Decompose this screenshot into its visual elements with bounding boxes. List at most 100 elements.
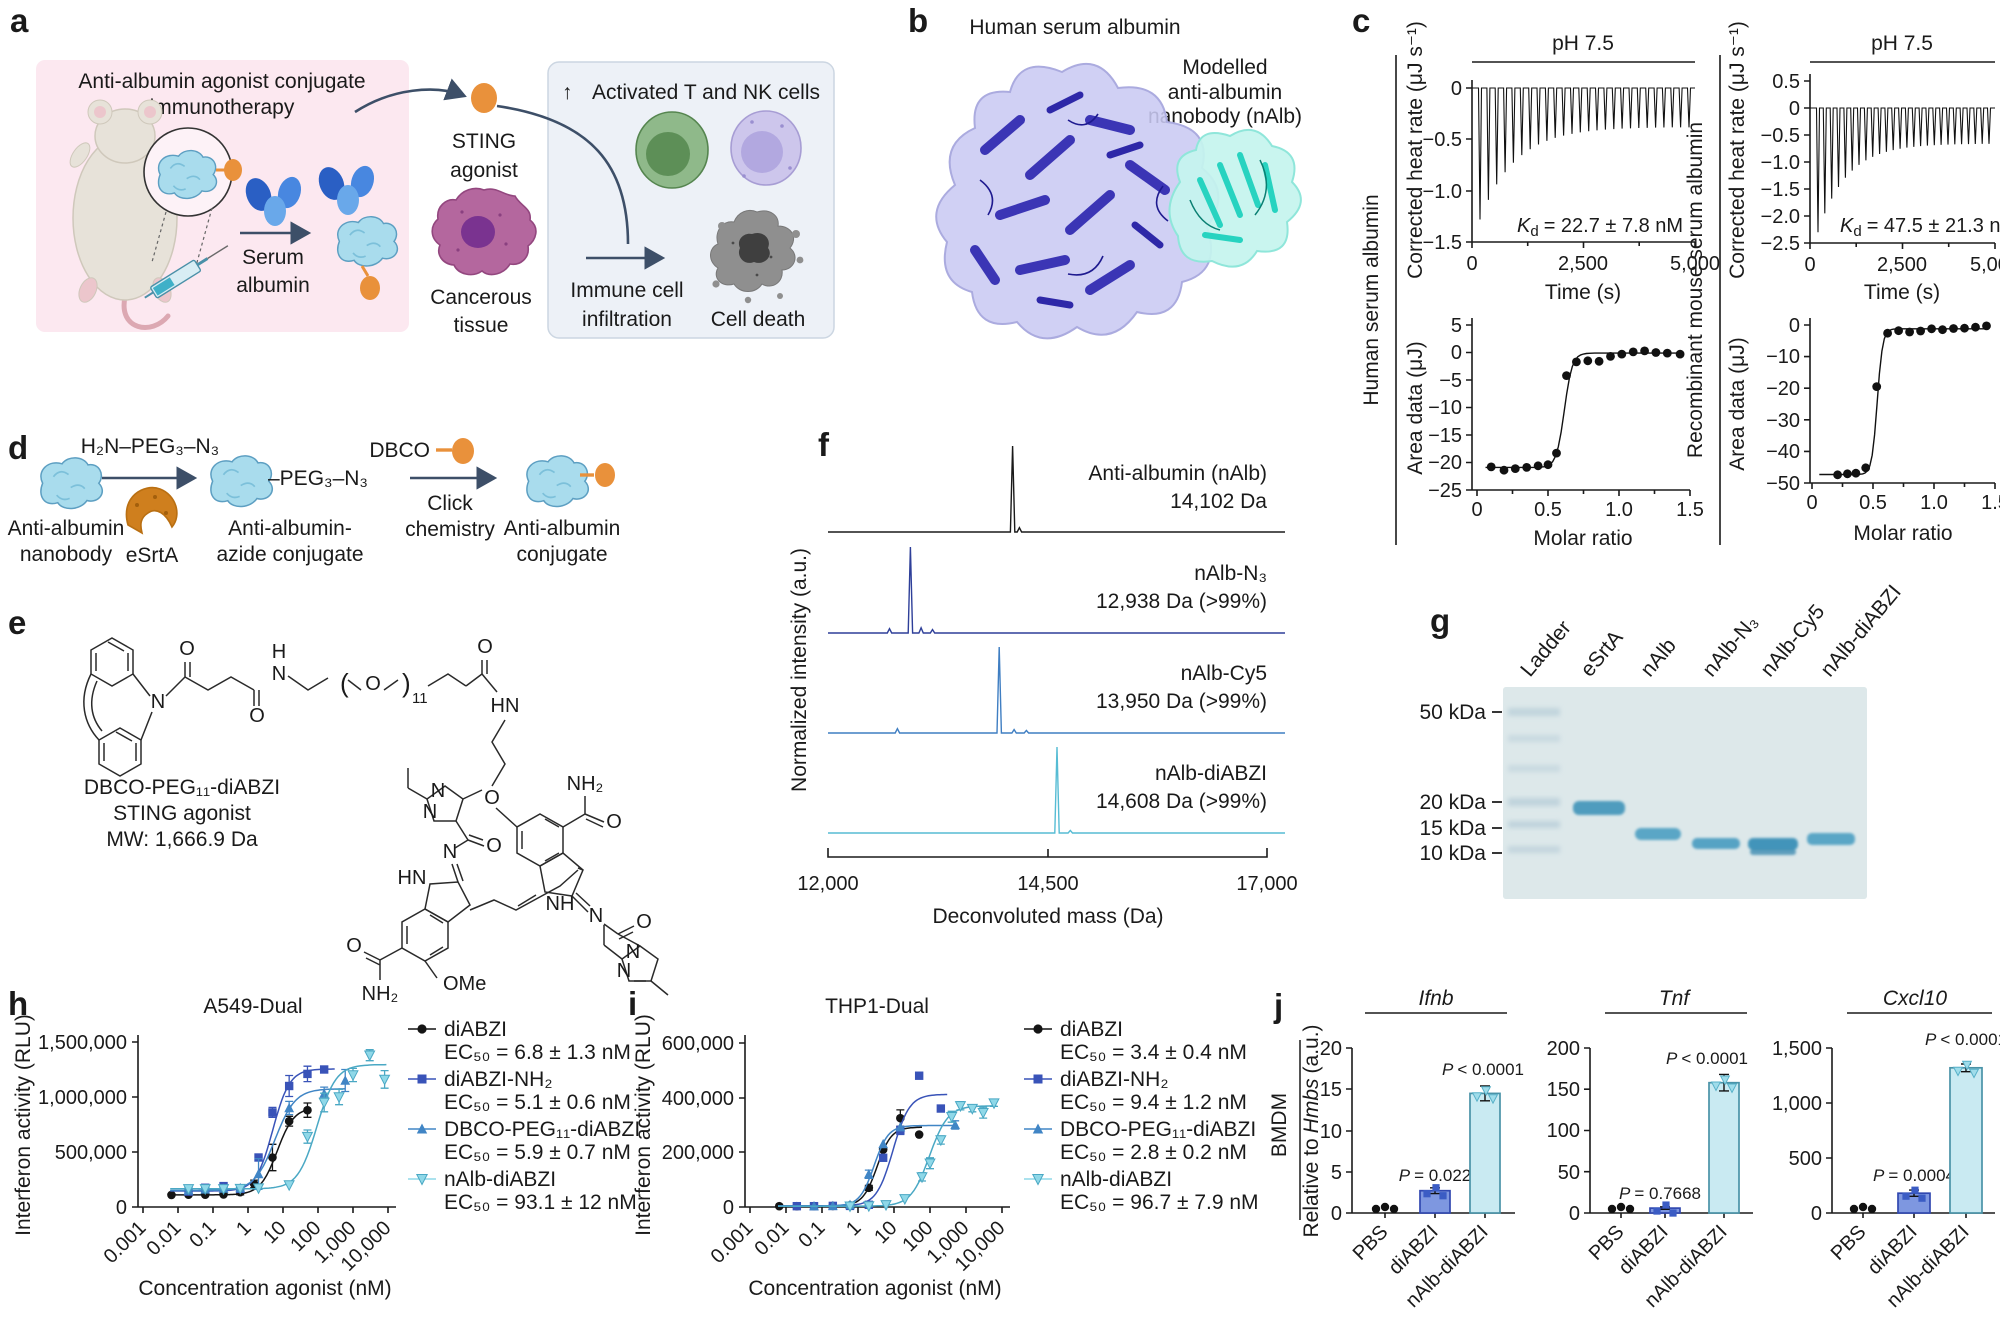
svg-text:PBS: PBS xyxy=(1349,1221,1393,1265)
svg-text:O: O xyxy=(179,638,195,660)
svg-text:−2.5: −2.5 xyxy=(1761,233,1800,255)
click-line2: chemistry xyxy=(405,518,495,541)
svg-text:HN: HN xyxy=(491,695,520,717)
sting-label-line1: STING xyxy=(452,130,516,153)
svg-text:EC₅₀ = 2.8 ± 0.2 nM: EC₅₀ = 2.8 ± 0.2 nM xyxy=(1060,1141,1247,1164)
bmdm-label: BMDM xyxy=(1268,1093,1291,1157)
svg-text:EC₅₀ = 9.4 ± 1.2 nM: EC₅₀ = 9.4 ± 1.2 nM xyxy=(1060,1091,1247,1114)
panel-d: d Anti-albumin nanobody H₂N–PEG₃–N₃ eSrt… xyxy=(8,429,621,567)
thp1-legend: diABZI EC₅₀ = 3.4 ± 0.4 nM diABZI-NH₂ EC… xyxy=(1024,1018,1259,1214)
panel-e-label: e xyxy=(8,604,26,641)
hsa-molar-ticks: 0 0.5 1.0 1.5 xyxy=(1471,499,1703,521)
svg-text:N: N xyxy=(626,941,640,963)
msa-molar-ticks: 0 0.5 1.0 1.5 xyxy=(1806,492,2000,514)
svg-text:1.5: 1.5 xyxy=(1981,492,2000,514)
bmdm-bars xyxy=(1371,1060,1983,1217)
svg-text:EC₅₀ = 5.1 ± 0.6 nM: EC₅₀ = 5.1 ± 0.6 nM xyxy=(444,1091,631,1114)
area-ylabel-right: Area data (μJ) xyxy=(1726,337,1749,471)
svg-text:N: N xyxy=(431,780,445,802)
ms-ylabel: Normalized intensity (a.u.) xyxy=(788,548,811,792)
thp1-title: THP1-Dual xyxy=(825,995,929,1018)
svg-text:5,000: 5,000 xyxy=(1970,254,2000,276)
svg-text:5: 5 xyxy=(1331,1162,1342,1184)
svg-text:0: 0 xyxy=(1804,254,1815,276)
svg-text:0: 0 xyxy=(1451,78,1462,100)
svg-text:1: 1 xyxy=(232,1217,255,1240)
svg-text:DBCO-PEG₁₁-diABZI: DBCO-PEG₁₁-diABZI xyxy=(444,1118,640,1141)
svg-text:O: O xyxy=(477,636,493,658)
molar-xlabel-right: Molar ratio xyxy=(1853,522,1952,545)
svg-text:−40: −40 xyxy=(1766,441,1800,463)
azide-line2: azide conjugate xyxy=(216,543,363,566)
release-arrow xyxy=(354,78,467,114)
tnf-yticks: 200 150 100 50 0 xyxy=(1547,1038,1580,1225)
nk-cell xyxy=(730,110,802,186)
thp1-xticks: 0.001 0.01 0.1 1 10 100 1,000 10,000 xyxy=(707,1217,1010,1276)
svg-text:500,000: 500,000 xyxy=(55,1142,127,1164)
ms-xlabel: Deconvoluted mass (Da) xyxy=(932,905,1163,928)
svg-text:17,000: 17,000 xyxy=(1236,873,1297,895)
cxcl10-yticks: 1,500 1,000 500 0 xyxy=(1772,1038,1822,1225)
panel-d-label: d xyxy=(8,429,28,466)
svg-text:0: 0 xyxy=(1451,342,1462,364)
hsa-title: Human serum albumin xyxy=(969,16,1180,39)
svg-text:N: N xyxy=(589,905,603,927)
svg-text:5: 5 xyxy=(1451,315,1462,337)
svg-text:NH₂: NH₂ xyxy=(362,983,399,1005)
heat-ylabel-left: Corrected heat rate (μJ s⁻¹) xyxy=(1404,21,1427,279)
svg-text:N: N xyxy=(423,801,437,823)
ms-xticks: 12,000 14,500 17,000 xyxy=(797,873,1297,895)
a549-xticks: 0.001 0.01 0.1 1 10 100 1,000 10,000 xyxy=(100,1217,396,1276)
svg-text:nAlb-diABZI: nAlb-diABZI xyxy=(1155,762,1267,785)
nanobody-structure xyxy=(1168,128,1302,268)
svg-text:1,500: 1,500 xyxy=(1772,1038,1822,1060)
svg-text:200,000: 200,000 xyxy=(662,1142,734,1164)
cancer-label-line2: tissue xyxy=(454,314,509,337)
thp1-yticks: 600,000 400,000 200,000 0 xyxy=(662,1033,734,1219)
svg-text:diABZI: diABZI xyxy=(1615,1221,1673,1279)
albumin-conjugate-complex xyxy=(314,162,399,300)
svg-text:nAlb-diABZI: nAlb-diABZI xyxy=(444,1168,556,1191)
reagent-label: H₂N–PEG₃–N₃ xyxy=(81,435,219,458)
svg-text:0: 0 xyxy=(1789,98,1800,120)
therapy-title-line1: Anti-albumin agonist conjugate xyxy=(78,70,365,93)
svg-text:15 kDa: 15 kDa xyxy=(1419,817,1486,840)
cell-death-label: Cell death xyxy=(711,308,806,331)
svg-text:−1.5: −1.5 xyxy=(1423,232,1462,254)
agonist-kind: STING agonist xyxy=(113,802,251,825)
hsa-heat-yticks: 0 −0.5 −1.0 −1.5 xyxy=(1423,78,1462,254)
svg-text:200: 200 xyxy=(1547,1038,1580,1060)
ph-label-left: pH 7.5 xyxy=(1552,32,1614,55)
svg-text:1,000,000: 1,000,000 xyxy=(38,1087,127,1109)
svg-text:600,000: 600,000 xyxy=(662,1033,734,1055)
svg-text:0: 0 xyxy=(723,1197,734,1219)
svg-text:diABZI: diABZI xyxy=(444,1018,507,1041)
svg-text:50 kDa: 50 kDa xyxy=(1419,701,1486,724)
ifnb-yticks: 20 15 10 5 0 xyxy=(1320,1038,1342,1225)
svg-text:DBCO-PEG₁₁-diABZI: DBCO-PEG₁₁-diABZI xyxy=(1060,1118,1256,1141)
svg-text:eSrtA: eSrtA xyxy=(1576,626,1627,681)
immune-label-line1: Immune cell xyxy=(570,279,683,302)
click-line1: Click xyxy=(427,492,473,515)
panel-i: i THP1-Dual Interferon activity (RLU) 60… xyxy=(628,985,1259,1300)
svg-text:2,500: 2,500 xyxy=(1558,253,1608,275)
nanobody-2 xyxy=(210,454,274,508)
cancer-label-line1: Cancerous xyxy=(430,286,532,309)
hsa-time-ticks: 0 2,500 5,000 xyxy=(1466,253,1720,275)
svg-text:(: ( xyxy=(340,668,349,698)
panel-c-label: c xyxy=(1352,2,1370,39)
tnf-p-nalb: P < 0.0001 xyxy=(1666,1049,1748,1068)
model-label-line1: Modelled xyxy=(1182,56,1267,79)
time-xlabel-left: Time (s) xyxy=(1545,281,1621,304)
msa-heat-yticks: 0.5 0 −0.5 −1.0 −1.5 −2.0 −2.5 xyxy=(1761,71,1800,255)
a549-ylabel: Interferon activity (RLU) xyxy=(12,1014,35,1236)
svg-text:diABZI: diABZI xyxy=(1060,1018,1123,1041)
tnf-title: Tnf xyxy=(1659,987,1692,1010)
a549-xlabel: Concentration agonist (nM) xyxy=(138,1277,391,1300)
albumin-structure xyxy=(935,63,1220,340)
msa-time-ticks: 0 2,500 5,000 xyxy=(1804,254,2000,276)
svg-text:20: 20 xyxy=(1320,1038,1342,1060)
svg-text:N: N xyxy=(443,841,457,863)
agonist-name: DBCO-PEG₁₁-diABZI xyxy=(84,776,280,799)
